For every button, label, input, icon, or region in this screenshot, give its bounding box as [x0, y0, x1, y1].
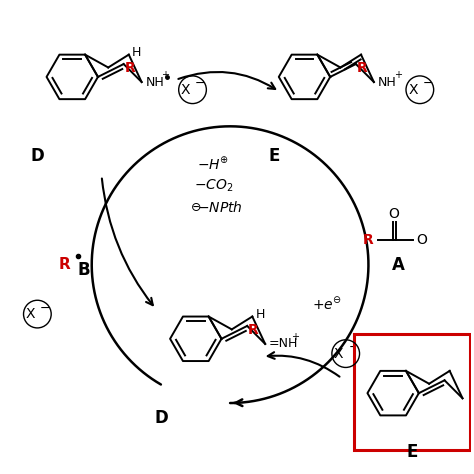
Bar	[354, 334, 470, 450]
Text: H: H	[255, 308, 264, 321]
Text: −: −	[348, 341, 359, 354]
Text: $-NPth$: $-NPth$	[197, 200, 243, 215]
Text: R: R	[356, 62, 367, 75]
Text: A: A	[392, 255, 404, 273]
Text: R: R	[124, 62, 135, 75]
Text: O: O	[416, 233, 427, 247]
Text: R: R	[248, 323, 259, 337]
Text: E: E	[406, 444, 418, 462]
Text: =NH: =NH	[269, 337, 299, 350]
Text: D: D	[154, 409, 168, 427]
Text: X: X	[334, 346, 344, 361]
Text: +: +	[291, 332, 299, 342]
Text: NH: NH	[378, 75, 397, 89]
Text: $-CO_2$: $-CO_2$	[193, 177, 233, 194]
Text: +: +	[393, 70, 401, 80]
Text: −: −	[195, 77, 206, 91]
Text: O: O	[389, 207, 400, 221]
Text: −: −	[422, 77, 433, 91]
Text: X: X	[408, 83, 418, 97]
Text: H: H	[132, 46, 141, 59]
Text: D: D	[30, 147, 44, 165]
Text: +: +	[161, 70, 169, 80]
Text: E: E	[269, 147, 280, 165]
Text: X: X	[181, 83, 191, 97]
Text: R: R	[58, 257, 70, 272]
Text: X: X	[26, 307, 35, 321]
Text: NH: NH	[146, 75, 164, 89]
Text: $-H^{\oplus}$: $-H^{\oplus}$	[197, 155, 229, 172]
Text: $\ominus$: $\ominus$	[190, 201, 201, 214]
Text: B: B	[78, 261, 90, 279]
Text: −: −	[40, 301, 51, 315]
Text: R: R	[363, 233, 374, 247]
Text: $+e^{\ominus}$: $+e^{\ominus}$	[312, 296, 342, 313]
